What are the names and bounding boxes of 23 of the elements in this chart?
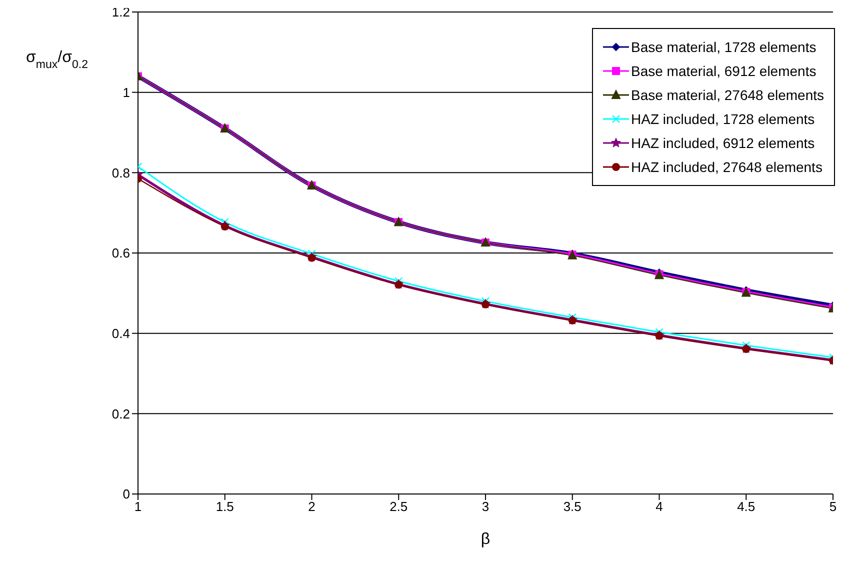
y-tick-label: 1 (122, 84, 130, 100)
x-tick-label: 3 (482, 499, 490, 514)
x-tick-label: 5 (829, 499, 837, 514)
y-axis-title: σ$_{mux}$/σ$_{0.2}$ (26, 49, 88, 71)
x-tick-label: 1 (134, 499, 142, 514)
x-axis-title: β (480, 531, 490, 548)
y-tick-label: 0.6 (112, 246, 130, 261)
legend-label: Base material, 27648 elements (631, 87, 824, 103)
x-tick-label: 3.5 (563, 499, 582, 514)
legend-label: Base material, 1728 elements (631, 39, 816, 55)
x-tick-label: 4 (656, 499, 663, 514)
legend-label: HAZ included, 6912 elements (631, 135, 815, 151)
x-tick-label: 2 (308, 499, 316, 514)
x-tick-label: 2.5 (390, 499, 408, 514)
x-tick-label: 1.5 (216, 499, 234, 514)
y-tick-label: 0.8 (112, 165, 130, 180)
y-tick-label: 0 (122, 486, 130, 502)
x-tick-label: 4.5 (737, 499, 756, 514)
legend-label: HAZ included, 1728 elements (631, 111, 815, 127)
legend-label: HAZ included, 27648 elements (631, 159, 822, 175)
y-tick-label: 0.2 (112, 406, 130, 422)
legend-label: Base material, 6912 elements (631, 63, 816, 79)
y-tick-label: 0.4 (112, 326, 130, 341)
